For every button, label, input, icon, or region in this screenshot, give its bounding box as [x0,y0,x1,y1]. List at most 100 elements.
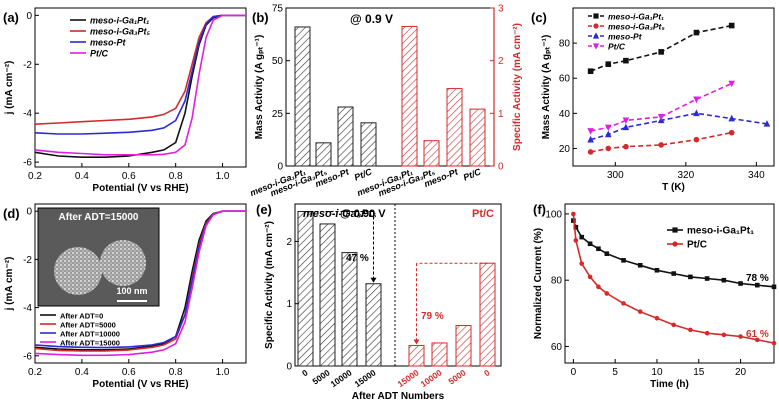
data-point [654,315,660,321]
data-point [573,224,579,230]
y-tick-label: 40 [559,109,571,120]
x-tick-label: 340 [748,170,765,181]
data-point [604,130,612,138]
x-category-label: 10000 [329,367,354,389]
y-tick-label: 100 [545,209,562,220]
panel-label: (f) [533,202,546,217]
data-point [721,277,727,283]
series-line [34,210,246,357]
series-line [590,82,733,132]
data-point [672,227,678,233]
y-right-tick-label: 3 [498,4,504,15]
inset-label: After ADT=15000 [59,212,139,223]
data-point [587,135,594,143]
y-tick-label: 1 [286,299,292,310]
data-point [728,129,735,136]
data-point [771,284,777,290]
legend-label: meso-i-Ga₁Pt₁ [687,226,754,237]
data-point [621,301,626,306]
data-point [754,282,760,288]
data-point [587,128,594,135]
x-tick-label: 320 [677,170,694,181]
x-category-label: 15000 [353,367,378,389]
y-tick-label: 0 [286,362,292,373]
data-point [688,274,693,280]
condition-annotation: @ 0.9 V [350,12,393,26]
data-point [596,284,601,290]
legend-label: meso-i-Ga₁Pt₁ [608,12,664,22]
y-right-tick-label: 1 [498,109,504,120]
panel-c: 300 320 340 20 40 60 80 T (K) Mass Activity (A g… [531,7,775,193]
bar-right-group [479,262,496,367]
nanoparticle-left [54,247,102,295]
y-tick-label: 80 [559,39,571,50]
y-tick-label: 50 [272,56,284,67]
x-tick-label: 15 [693,367,705,378]
drop-arrow-head [370,277,377,283]
bar-mass-activity [315,142,332,167]
bar-right-group [455,325,472,367]
x-tick-label: 0.6 [122,367,136,378]
end-label-black: 78 % [746,273,769,284]
y-axis-label: Specific Activity (mA cm⁻²) [264,221,275,349]
x-tick-label: 0.2 [28,367,42,378]
nanoparticle-right [100,240,146,286]
x-category-label: 0 [482,367,492,378]
y-tick-label: 60 [559,74,571,85]
panel-label: (b) [252,10,269,25]
panel-label: (a) [3,10,19,25]
y-tick-label: -4 [23,109,32,120]
y-tick-label: 0 [26,207,32,218]
y-tick-label: 0 [277,162,283,173]
bar-specific-activity [469,108,486,167]
data-point [693,29,700,36]
y-axis-label: Normalized Current (%) [533,228,544,339]
series-line [572,213,775,344]
data-point [604,291,610,296]
bar-specific-activity [423,140,440,167]
plot-frame [564,203,775,364]
data-point [738,281,743,286]
data-point [671,322,676,328]
data-point [728,80,735,88]
data-point [592,43,600,50]
panel-d: 0.2 0.4 0.6 0.8 1.0 0 -2 -4 -6 Potential (V vs RH… [3,203,247,390]
data-point [672,241,678,247]
x-tick-label: 0.2 [28,171,42,182]
x-category-label: Pt/C [353,166,374,182]
y-axis-label: Mass Activity (A gₚₜ⁻¹) [254,35,265,140]
bar-mass-activity [294,26,311,167]
bar-specific-activity [401,25,418,167]
data-point [771,340,777,346]
data-point [605,61,612,67]
x-tick-label: 1.0 [216,171,230,182]
series-line [34,14,246,158]
x-tick-label: 0 [571,367,577,378]
data-point [693,109,700,117]
data-point [688,327,693,333]
y-tick-label: 25 [272,109,284,120]
series-line [572,220,775,288]
y-tick-label: 75 [272,4,284,15]
plot-frame [572,7,775,167]
plot-frame [285,7,495,167]
y-tick-label: -2 [23,255,32,266]
y-axis-label: j (mA cm⁻²) [4,61,15,116]
series-line [590,112,768,141]
legend-label: meso-i-Ga₃Pt₅ [608,22,665,32]
legend-label: Pt/C [90,49,109,59]
data-point [763,120,771,127]
data-point [693,136,700,143]
bar-specific-activity [446,88,463,167]
data-point [637,309,643,314]
bar-right-group [431,342,448,367]
x-tick-label: 0.4 [75,171,89,182]
bar-mass-activity [337,106,354,167]
x-category-label: 15000 [396,367,421,389]
x-category-label: 5000 [446,367,467,386]
data-point [721,332,727,338]
x-category-label: 0 [300,367,310,378]
x-category-label: 10000 [419,367,444,389]
bar-left-group [297,210,314,367]
data-point [596,246,601,252]
